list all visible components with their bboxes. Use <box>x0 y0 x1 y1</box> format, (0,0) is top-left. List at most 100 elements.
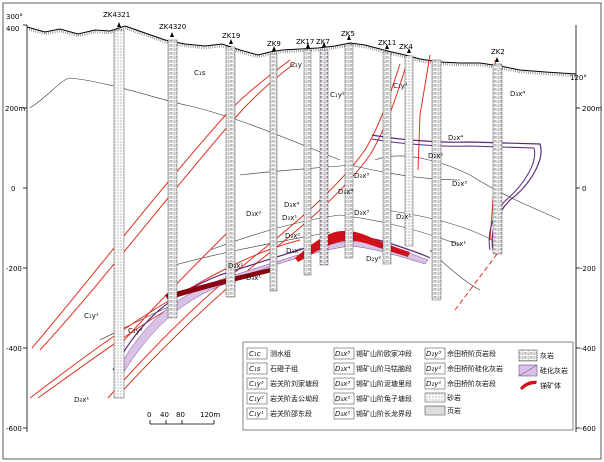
borehole-label-zk4: ZK4 <box>399 43 413 51</box>
svg-text:80: 80 <box>176 411 185 419</box>
svg-text:0: 0 <box>147 411 151 419</box>
svg-text:D₃x²: D₃x² <box>246 210 261 218</box>
svg-text:D₃x⁴: D₃x⁴ <box>510 90 525 98</box>
svg-text:岩关阶邵东段: 岩关阶邵东段 <box>270 409 312 418</box>
svg-text:锡矿山阶马牯脑段: 锡矿山阶马牯脑段 <box>356 364 412 373</box>
svg-text:佘田桥阶硅化灰岩: 佘田桥阶硅化灰岩 <box>447 364 503 373</box>
svg-text:D₂x²: D₂x² <box>428 152 443 160</box>
legend-limestone-swatch <box>518 349 538 362</box>
legend-col2: D₃x⁵ 锡矿山阶欧家冲段 D₃x⁴ 锡矿山阶马牯脑段 D₃x³ 锡矿山阶泥塘里… <box>333 347 412 420</box>
borehole-zk11 <box>382 51 392 265</box>
elev-label-right-200: 200m <box>582 105 602 113</box>
svg-text:D₂y¹: D₂y¹ <box>426 380 441 388</box>
svg-text:D₃x³: D₃x³ <box>335 380 350 388</box>
elev-label-m200: -200 <box>6 265 22 273</box>
svg-text:D₂x¹: D₂x¹ <box>396 213 411 221</box>
svg-text:D₂y²: D₂y² <box>366 255 381 263</box>
borehole-label-zk7: ZK7 <box>316 38 330 46</box>
svg-text:佘田桥阶页岩段: 佘田桥阶页岩段 <box>447 349 496 358</box>
svg-text:D₃x¹: D₃x¹ <box>74 396 89 404</box>
elev-label-0: 0 <box>11 185 15 193</box>
scale-bar: 0 40 80 120m <box>147 411 220 425</box>
svg-text:C₁y²: C₁y² <box>330 91 345 99</box>
svg-text:锡矿山阶泥塘里段: 锡矿山阶泥塘里段 <box>356 379 412 388</box>
borehole-label-zk4321: ZK4321 <box>103 11 130 19</box>
svg-text:锡矿山阶欧家冲段: 锡矿山阶欧家冲段 <box>356 349 412 358</box>
svg-text:D₂x⁴: D₂x⁴ <box>448 134 463 142</box>
borehole-zk5 <box>344 43 354 259</box>
borehole-zk7 <box>319 49 329 266</box>
svg-text:石磴子组: 石磴子组 <box>270 364 298 373</box>
svg-text:D₂x¹: D₂x¹ <box>451 240 466 248</box>
borehole-zk19 <box>225 46 236 298</box>
svg-text:C₁y: C₁y <box>290 61 302 69</box>
svg-text:页岩: 页岩 <box>447 406 461 415</box>
svg-text:C₁s: C₁s <box>194 69 206 77</box>
borehole-label-zk4320: ZK4320 <box>159 23 186 31</box>
right-angle-label: 120° <box>570 74 587 82</box>
elev-label-right-m400: -400 <box>580 345 596 353</box>
legend-col3: D₂y³ 佘田桥阶页岩段 D₂y² 佘田桥阶硅化灰岩 D₂y¹ 佘田桥阶灰岩段 … <box>424 347 503 416</box>
legend-frame <box>242 341 574 431</box>
svg-text:硅化灰岩: 硅化灰岩 <box>540 366 568 375</box>
svg-text:灰岩: 灰岩 <box>540 351 554 360</box>
legend-col4: 灰岩 硅化灰岩 锑矿体 <box>518 349 568 390</box>
svg-text:D₃x³: D₃x³ <box>354 209 369 217</box>
borehole-zk4321 <box>113 29 125 399</box>
svg-text:C₁y²: C₁y² <box>249 395 264 403</box>
borehole-collars <box>117 22 499 62</box>
legend-col1: C₁c 测水组 C₁s 石磴子组 C₁y³ 岩关阶刘家塘段 C₁y² 岩关阶孟公… <box>246 347 319 420</box>
elev-label-m400: -400 <box>6 345 22 353</box>
svg-text:D₂x³: D₂x³ <box>452 180 467 188</box>
legend: C₁c 测水组 C₁s 石磴子组 C₁y³ 岩关阶刘家塘段 C₁y² 岩关阶孟公… <box>242 341 574 431</box>
hatch-surface <box>26 26 577 78</box>
borehole-label-zk9: ZK9 <box>267 40 281 48</box>
svg-text:锡矿山阶兔子塘段: 锡矿山阶兔子塘段 <box>356 394 412 403</box>
svg-text:锑矿体: 锑矿体 <box>540 381 561 390</box>
svg-text:C₁s: C₁s <box>249 365 261 373</box>
borehole-zk4b <box>431 59 442 301</box>
svg-text:D₃x⁴: D₃x⁴ <box>335 365 350 373</box>
legend-sandstone-swatch <box>424 392 446 403</box>
svg-text:D₂y³: D₂y³ <box>426 350 441 358</box>
svg-text:砂岩: 砂岩 <box>447 393 461 402</box>
svg-text:锡矿山阶长龙界段: 锡矿山阶长龙界段 <box>356 409 412 418</box>
svg-text:C₁y³: C₁y³ <box>249 380 264 388</box>
svg-text:岩关阶孟公坳段: 岩关阶孟公坳段 <box>270 394 319 403</box>
svg-text:D₃x¹: D₃x¹ <box>228 262 243 270</box>
svg-text:佘田桥阶灰岩段: 佘田桥阶灰岩段 <box>447 379 496 388</box>
svg-text:D₂y²: D₂y² <box>426 365 441 373</box>
borehole-zk17 <box>303 49 312 276</box>
borehole-zk9 <box>269 53 278 292</box>
svg-text:D₃x²: D₃x² <box>285 232 300 240</box>
svg-text:D₃x²: D₃x² <box>286 247 301 255</box>
svg-text:D₃x³: D₃x³ <box>354 172 369 180</box>
borehole-label-zk11: ZK11 <box>378 39 396 47</box>
left-axis <box>23 24 28 432</box>
borehole-label-zk2: ZK2 <box>491 48 505 56</box>
borehole-label-zk17: ZK17 <box>296 38 314 46</box>
left-angle-label: 300° <box>6 13 23 21</box>
svg-text:D₃x¹: D₃x¹ <box>246 274 261 282</box>
svg-text:岩关阶刘家塘段: 岩关阶刘家塘段 <box>270 379 319 388</box>
svg-text:C₁y¹: C₁y¹ <box>393 82 408 90</box>
borehole-zk4 <box>404 55 414 247</box>
unit-labels: C₁s C₁y C₁y² C₁y¹ D₃x⁴ D₃x³ D₃x² D₃x¹ D₂… <box>74 61 525 404</box>
borehole-label-zk5: ZK5 <box>341 30 355 38</box>
svg-text:D₃x⁴: D₃x⁴ <box>338 188 353 196</box>
elev-label-400: 400 <box>6 25 19 33</box>
svg-text:C₁c: C₁c <box>249 350 261 358</box>
legend-shale-swatch <box>424 405 446 416</box>
elev-label-m600: -600 <box>6 425 22 433</box>
svg-text:C₁y¹: C₁y¹ <box>84 312 99 320</box>
borehole-label-zk19: ZK19 <box>222 32 240 40</box>
borehole-columns <box>113 29 503 399</box>
elev-label-right-m600: -600 <box>580 425 596 433</box>
elev-label-right-m200: -200 <box>580 265 596 273</box>
elev-label-right-0: 0 <box>582 185 586 193</box>
svg-text:D₃x⁴: D₃x⁴ <box>284 201 299 209</box>
ore-body-tail <box>165 268 272 300</box>
borehole-zk4320 <box>167 39 178 319</box>
svg-text:120m: 120m <box>200 411 220 419</box>
